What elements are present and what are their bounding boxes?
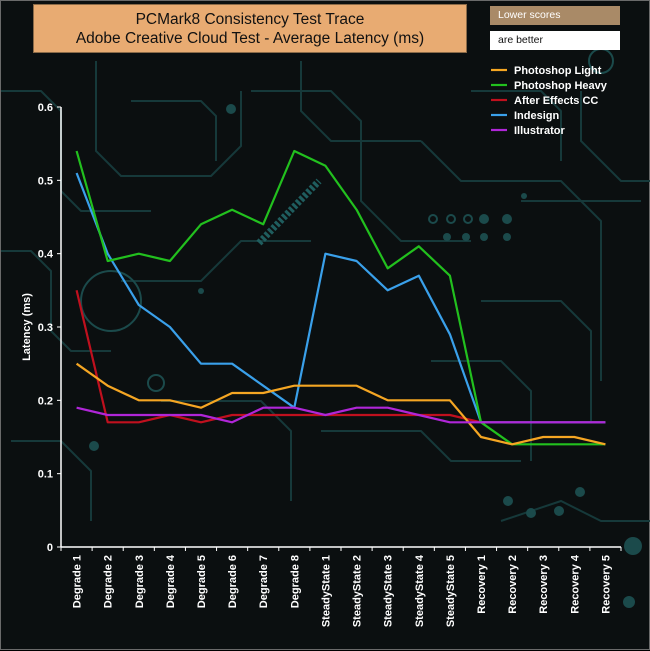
x-tick-label: Recovery 4 bbox=[569, 554, 581, 614]
y-tick-label: 0.4 bbox=[38, 249, 54, 261]
x-tick-label: SteadyState 3 bbox=[383, 555, 395, 627]
x-tick-label: Degrade 5 bbox=[196, 555, 208, 608]
y-tick-label: 0.1 bbox=[38, 469, 53, 481]
x-tick-label: Degrade 8 bbox=[289, 555, 301, 608]
y-tick-label: 0 bbox=[47, 542, 53, 554]
y-axis-title: Latency (ms) bbox=[21, 293, 33, 361]
chart-title-box: PCMark8 Consistency Test Trace Adobe Cre… bbox=[33, 4, 467, 53]
series-line-illustrator bbox=[76, 406, 606, 424]
chart-title-line-2: Adobe Creative Cloud Test - Average Late… bbox=[75, 30, 425, 47]
x-tick-label: Degrade 1 bbox=[72, 555, 84, 608]
x-tick-label: Recovery 1 bbox=[476, 555, 488, 614]
legend-label: Photoshop Light bbox=[514, 65, 602, 77]
y-tick-label: 0.6 bbox=[38, 102, 53, 114]
legend-label: After Effects CC bbox=[514, 95, 598, 107]
note-are-better: are better bbox=[490, 31, 620, 50]
x-tick-label: Recovery 2 bbox=[507, 555, 519, 614]
legend-label: Illustrator bbox=[514, 125, 565, 137]
x-tick-label: Recovery 3 bbox=[538, 555, 550, 614]
x-tick-label: Recovery 5 bbox=[600, 555, 612, 614]
x-tick-label: Degrade 7 bbox=[258, 555, 270, 608]
series-line-photoshop-light bbox=[75, 362, 606, 446]
x-tick-label: Degrade 3 bbox=[134, 555, 146, 608]
legend-label: Photoshop Heavy bbox=[514, 80, 608, 92]
note-lower-scores: Lower scores bbox=[490, 6, 620, 25]
x-tick-label: SteadyState 1 bbox=[320, 555, 332, 627]
x-tick-label: SteadyState 2 bbox=[352, 555, 364, 627]
x-tick-label: SteadyState 4 bbox=[414, 554, 426, 627]
x-tick-label: Degrade 6 bbox=[227, 555, 239, 608]
x-tick-label: Degrade 4 bbox=[165, 554, 177, 608]
series-line-photoshop-heavy bbox=[75, 149, 606, 446]
legend-label: Indesign bbox=[514, 110, 560, 122]
series-line-after-effects-cc bbox=[75, 290, 606, 424]
y-tick-label: 0.2 bbox=[38, 395, 53, 407]
chart-title-line-1: PCMark8 Consistency Test Trace bbox=[135, 11, 365, 28]
y-tick-label: 0.5 bbox=[38, 175, 53, 187]
y-tick-label: 0.3 bbox=[38, 322, 53, 334]
x-tick-label: SteadyState 5 bbox=[445, 555, 457, 627]
x-tick-label: Degrade 2 bbox=[103, 555, 115, 608]
